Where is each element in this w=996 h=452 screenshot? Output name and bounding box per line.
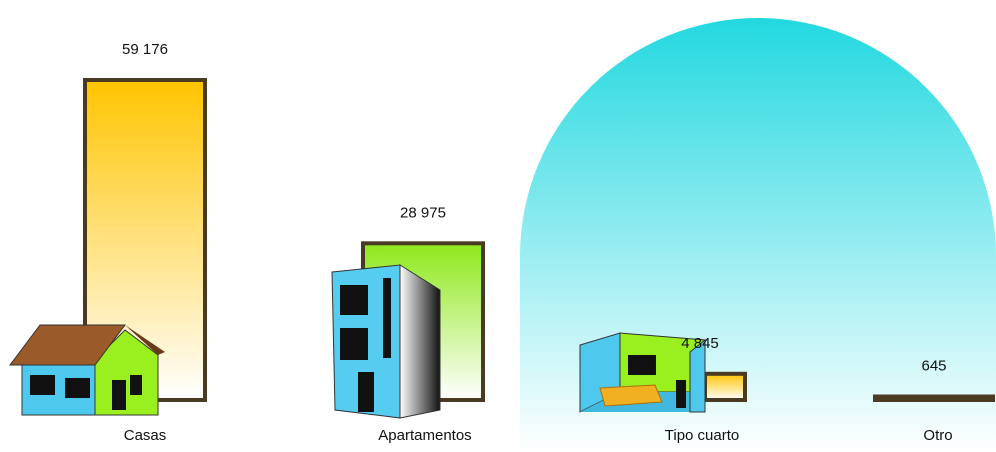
house-icon [9, 324, 165, 416]
bar [703, 371, 747, 403]
category-label: Otro [923, 427, 952, 444]
category-label: Casas [124, 427, 167, 444]
value-label: 645 [921, 357, 946, 374]
category-label: Tipo cuarto [665, 427, 739, 444]
apartment-icon [331, 264, 441, 419]
value-label: 59 176 [122, 41, 168, 58]
category-label: Apartamentos [378, 427, 471, 444]
bar [873, 394, 995, 402]
value-label: 28 975 [400, 204, 446, 221]
room-icon [579, 332, 706, 413]
value-label: 4 845 [681, 335, 719, 352]
